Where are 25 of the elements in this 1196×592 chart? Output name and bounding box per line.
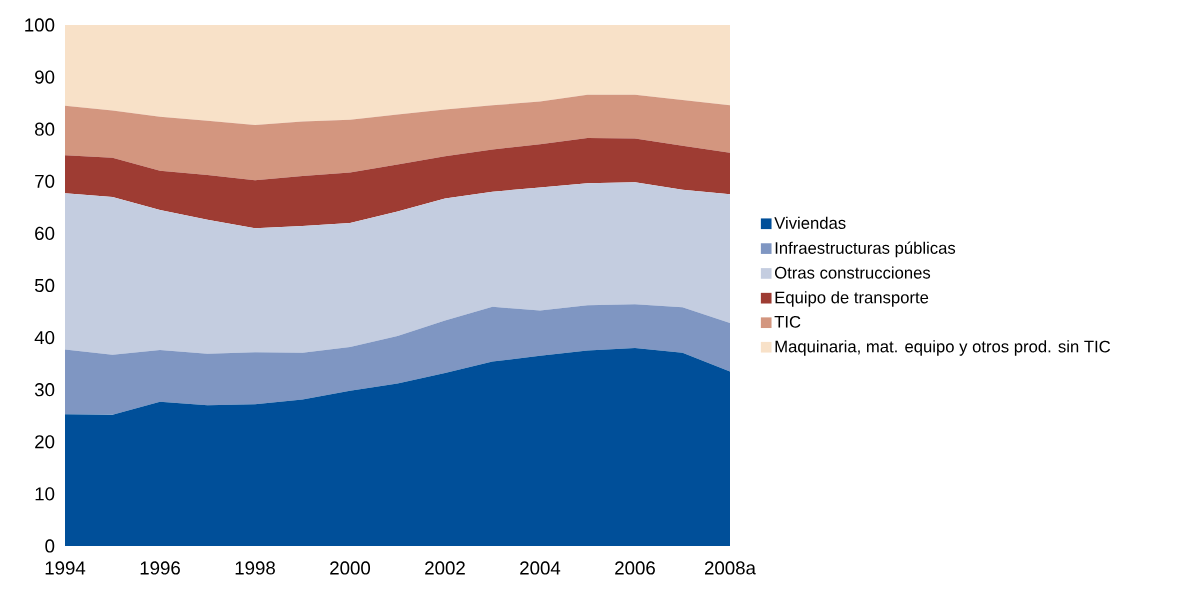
legend-label: Equipo de transporte: [775, 291, 929, 307]
y-tick-label: 80: [35, 122, 55, 136]
x-tick-label: 1994: [45, 561, 86, 575]
legend-label: TIC: [774, 315, 801, 328]
x-tick-label: 2002: [425, 561, 465, 575]
x-tick-label: 2006: [615, 561, 655, 575]
y-tick-label: 0: [45, 539, 55, 553]
y-tick-label: 40: [34, 330, 55, 345]
x-tick-label: 2008a: [704, 561, 756, 575]
x-tick-label: 1996: [140, 561, 180, 575]
y-tick-label: 50: [34, 278, 55, 293]
y-tick-label: 10: [35, 487, 55, 501]
y-tick-label: 30: [34, 383, 55, 397]
y-tick-label: 70: [35, 174, 55, 188]
legend-label: Viviendas: [774, 216, 846, 229]
y-tick-label: 90: [35, 70, 55, 84]
x-tick-label: 2000: [330, 561, 371, 575]
x-tick-label: 1998: [235, 561, 275, 575]
legend-label: Otras construcciones: [775, 266, 931, 279]
legend-label: Infraestructuras públicas: [775, 241, 956, 258]
y-tick-label: 60: [35, 226, 55, 240]
y-tick-label: 100: [25, 18, 55, 32]
x-tick-label: 2004: [520, 561, 561, 575]
legend-label: Maquinaria, mat. equipo y otros prod. sin TIC: [775, 340, 1111, 356]
y-tick-label: 20: [35, 435, 55, 449]
